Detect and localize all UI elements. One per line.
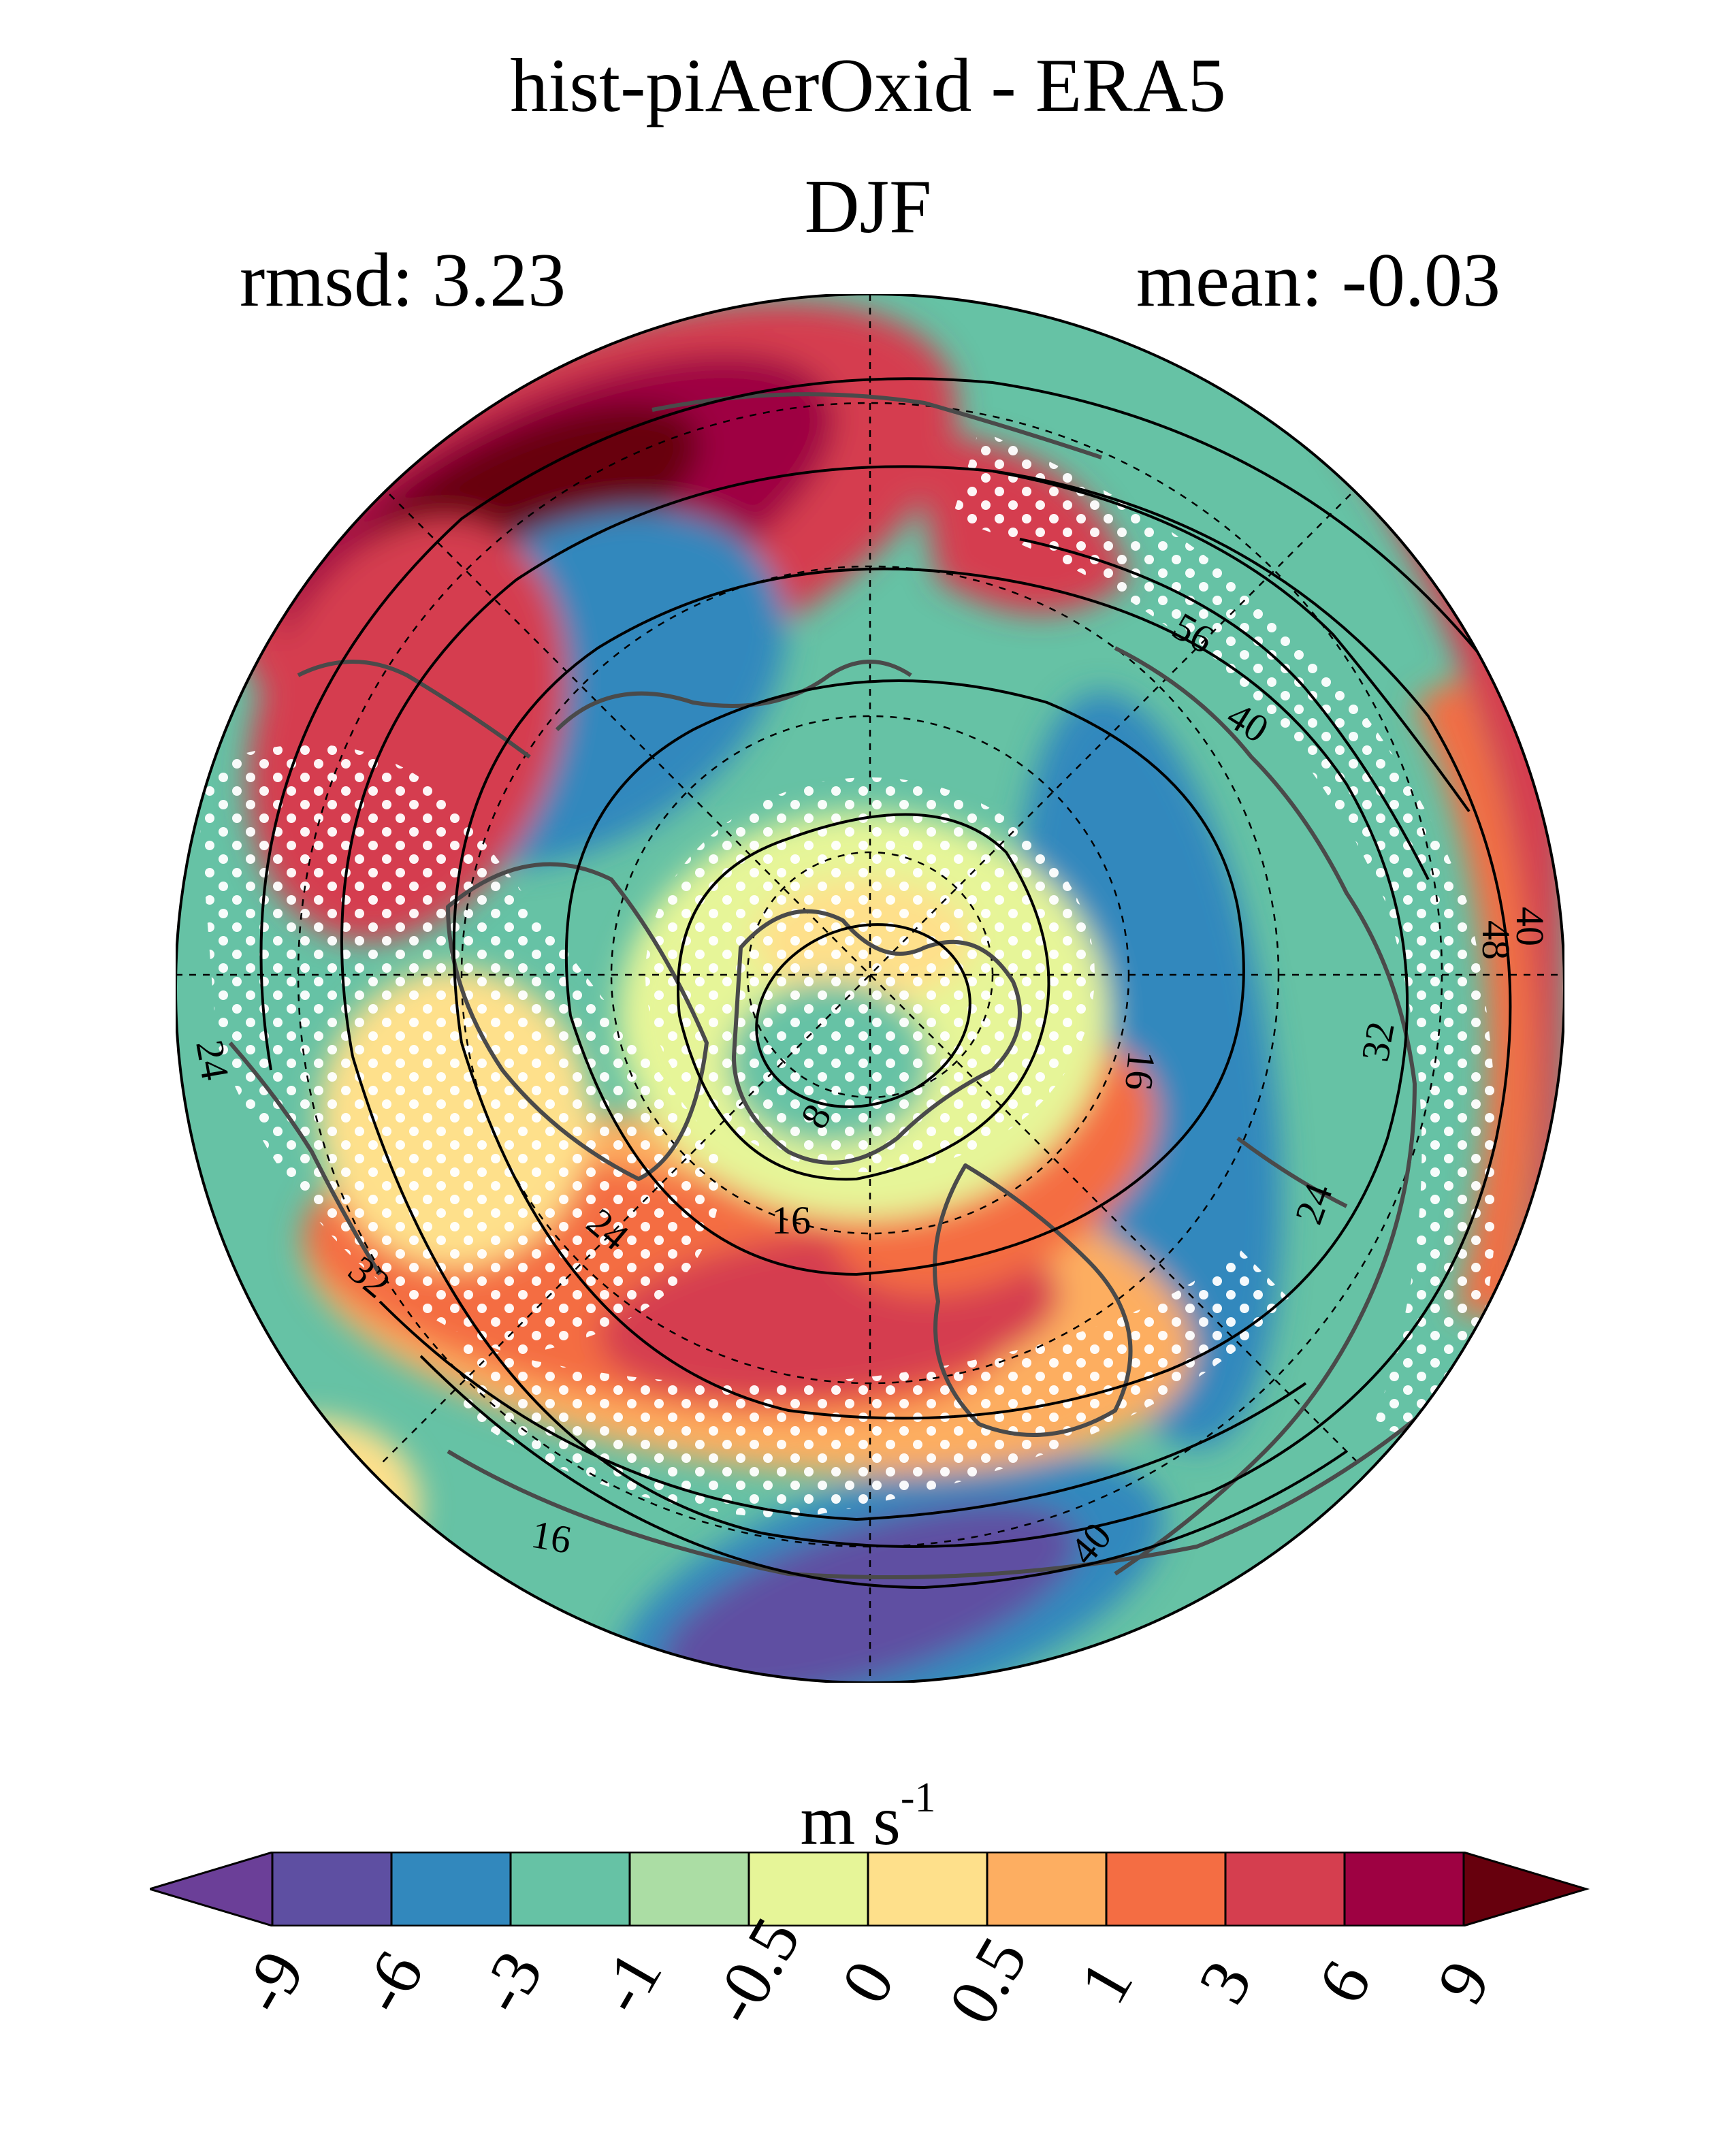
colorbar xyxy=(150,1852,1590,1926)
colorbar-tick-label: -0.5 xyxy=(695,1905,815,2037)
colorbar-tick-label: 3 xyxy=(1184,1948,1267,2016)
colorbar-bin xyxy=(271,1852,393,1926)
units-exponent: -1 xyxy=(900,1775,936,1821)
contour-label: 48 xyxy=(1474,920,1518,960)
colorbar-bin xyxy=(1224,1852,1346,1926)
colorbar-tick-label: 9 xyxy=(1422,1948,1505,2016)
contour-label: 24 xyxy=(187,1037,238,1083)
colorbar-bin xyxy=(509,1852,631,1926)
colorbar-tick-label: 0.5 xyxy=(933,1924,1042,2037)
anomaly-ring-east xyxy=(1129,294,1564,1683)
colorbar-bin xyxy=(390,1852,512,1926)
graticule xyxy=(176,294,1564,1683)
contour-label: 16 xyxy=(1116,1049,1164,1092)
colorbar-extend-low xyxy=(150,1852,274,1926)
climatology-contours xyxy=(259,377,1512,1590)
colorbar-tick-label: 1 xyxy=(1065,1948,1148,2016)
colorbar-tick-label: -6 xyxy=(344,1938,438,2026)
rmsd-stat: rmsd: 3.23 xyxy=(240,238,566,323)
colorbar-bin xyxy=(867,1852,988,1926)
mean-stat: mean: -0.03 xyxy=(1136,238,1500,323)
coastlines xyxy=(228,392,1443,1579)
colorbar-extend-high xyxy=(1462,1852,1590,1926)
colorbar-tick-label: -1 xyxy=(582,1938,677,2026)
contour-label: 16 xyxy=(771,1198,811,1242)
anomaly-band-east xyxy=(1415,675,1536,1315)
contour-label: 16 xyxy=(528,1512,575,1562)
colorbar-bin xyxy=(1105,1852,1227,1926)
colorbar-tick-label: -9 xyxy=(225,1938,319,2026)
units-base: m s xyxy=(800,1781,901,1860)
colorbar-bin xyxy=(748,1852,869,1926)
contour-label: 32 xyxy=(1353,1018,1403,1065)
season-subtitle: DJF xyxy=(804,165,932,249)
colorbar-tick-label: 6 xyxy=(1303,1948,1386,2016)
contour-label: 40 xyxy=(1508,907,1552,946)
polar-map: 56 40 40 48 32 24 16 8 16 24 24 32 16 40 xyxy=(176,294,1564,1683)
colorbar-bin xyxy=(1343,1852,1465,1926)
map-title: hist-piAerOxid - ERA5 xyxy=(510,44,1226,128)
colorbar-units: m s-1 xyxy=(0,1777,1736,1856)
colorbar-bin xyxy=(628,1852,750,1926)
colorbar-tick-label: -3 xyxy=(463,1938,558,2026)
colorbar-bin xyxy=(986,1852,1108,1926)
colorbar-tick-label: 0 xyxy=(826,1948,910,2016)
